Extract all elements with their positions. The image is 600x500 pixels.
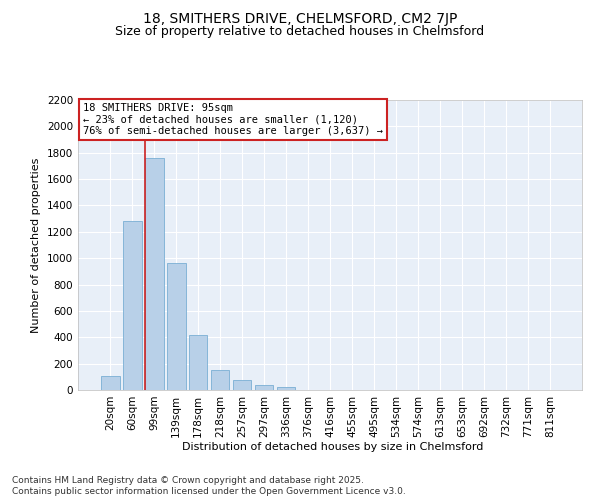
Bar: [145, 158, 164, 390]
Bar: [233, 380, 251, 390]
Text: Size of property relative to detached houses in Chelmsford: Size of property relative to detached ho…: [115, 25, 485, 38]
Text: Contains HM Land Registry data © Crown copyright and database right 2025.: Contains HM Land Registry data © Crown c…: [12, 476, 364, 485]
Text: Contains public sector information licensed under the Open Government Licence v3: Contains public sector information licen…: [12, 488, 406, 496]
Bar: [211, 370, 229, 390]
Text: 18, SMITHERS DRIVE, CHELMSFORD, CM2 7JP: 18, SMITHERS DRIVE, CHELMSFORD, CM2 7JP: [143, 12, 457, 26]
Bar: [123, 222, 142, 390]
Bar: [101, 376, 119, 390]
Y-axis label: Number of detached properties: Number of detached properties: [31, 158, 41, 332]
Text: 18 SMITHERS DRIVE: 95sqm
← 23% of detached houses are smaller (1,120)
76% of sem: 18 SMITHERS DRIVE: 95sqm ← 23% of detach…: [83, 103, 383, 136]
Bar: [255, 384, 274, 390]
Bar: [189, 334, 208, 390]
Bar: [277, 388, 295, 390]
Text: Distribution of detached houses by size in Chelmsford: Distribution of detached houses by size …: [182, 442, 484, 452]
Bar: [167, 264, 185, 390]
